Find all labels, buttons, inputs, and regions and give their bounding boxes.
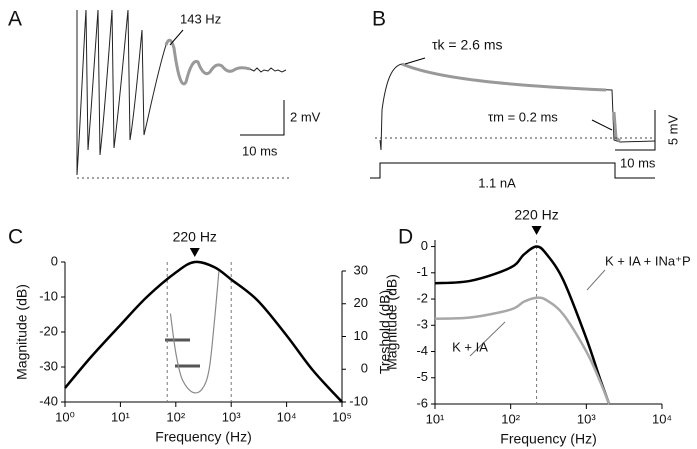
x-tick-label: 10² [501, 411, 520, 426]
annotation: τm = 0.2 ms [488, 109, 558, 124]
fit-trace [164, 38, 251, 86]
y2-axis-label: Treshold (dB) [377, 290, 393, 374]
x-tick-label: 10² [166, 409, 185, 424]
y-tick-label: -20 [39, 323, 58, 338]
x-tick-label: 10¹ [426, 411, 445, 426]
x-axis-label: Frequency (Hz) [500, 431, 596, 447]
annotation: τk = 2.6 ms [432, 37, 503, 53]
y-tick-label: -4 [416, 343, 428, 358]
y-tick-label: 0 [421, 238, 428, 253]
fit-trace [401, 62, 607, 92]
x-tick-label: 10⁵ [332, 409, 352, 424]
series-line [434, 296, 611, 405]
x-axis-label: Frequency (Hz) [155, 429, 251, 445]
scale-label: 10 ms [620, 155, 656, 170]
panel-letter: C [8, 226, 23, 249]
leader [404, 57, 426, 65]
leader [591, 119, 613, 131]
y-tick-label: -40 [39, 393, 58, 408]
leader [469, 321, 506, 357]
series-line [434, 245, 611, 405]
scale-label: 5 mV [665, 115, 680, 146]
leader [169, 29, 184, 46]
stimulus [370, 162, 655, 179]
series-line [64, 260, 343, 403]
y-tick-label: -10 [39, 288, 58, 303]
y-tick-label: -30 [39, 358, 58, 373]
y-tick-label: -6 [416, 395, 428, 410]
voltage-trace [76, 9, 167, 176]
y-tick-label: -1 [416, 264, 428, 279]
stimulus-label: 1.1 nA [478, 175, 516, 190]
panel-letter: D [398, 226, 413, 249]
y-tick-label: -2 [416, 290, 428, 305]
scale-bar [240, 100, 285, 136]
annotation-marker [531, 226, 542, 235]
series-label: K + IA [452, 339, 488, 354]
y2-tick-label: 10 [354, 328, 368, 343]
y2-tick-label: 30 [354, 262, 368, 277]
scale-label: 10 ms [242, 143, 278, 158]
y2-tick-label: -10 [349, 393, 368, 408]
x-tick-label: 10⁴ [277, 409, 297, 424]
leader [586, 269, 606, 291]
y-axis-label: Magnitude (dB) [384, 274, 400, 370]
annotation: 220 Hz [173, 229, 217, 245]
series-label: K + IA + INa⁺P [605, 253, 691, 268]
x-tick-label: 10⁰ [55, 409, 75, 424]
series-line [169, 270, 220, 394]
annotation: 143 Hz [180, 11, 221, 26]
voltage-trace [249, 67, 287, 73]
voltage-trace [379, 63, 656, 151]
fit-trace [612, 111, 621, 143]
scale-label: 2 mV [290, 109, 321, 124]
x-tick-label: 10³ [577, 411, 596, 426]
panel-letter: B [372, 8, 386, 31]
panel-letter: A [8, 8, 22, 31]
y-tick-label: -3 [416, 317, 428, 332]
annotation-marker [189, 248, 200, 257]
y2-tick-label: 0 [361, 361, 368, 376]
scale-bar [615, 110, 656, 151]
x-tick-label: 10¹ [111, 409, 130, 424]
axis-line [64, 262, 343, 403]
y2-tick-label: 20 [354, 295, 368, 310]
annotation: 220 Hz [514, 207, 558, 223]
y-axis-label: Magnitude (dB) [14, 284, 30, 380]
x-tick-label: 10⁴ [652, 411, 672, 426]
x-tick-label: 10³ [222, 409, 241, 424]
y-tick-label: 0 [51, 253, 58, 268]
y-tick-label: -5 [416, 369, 428, 384]
